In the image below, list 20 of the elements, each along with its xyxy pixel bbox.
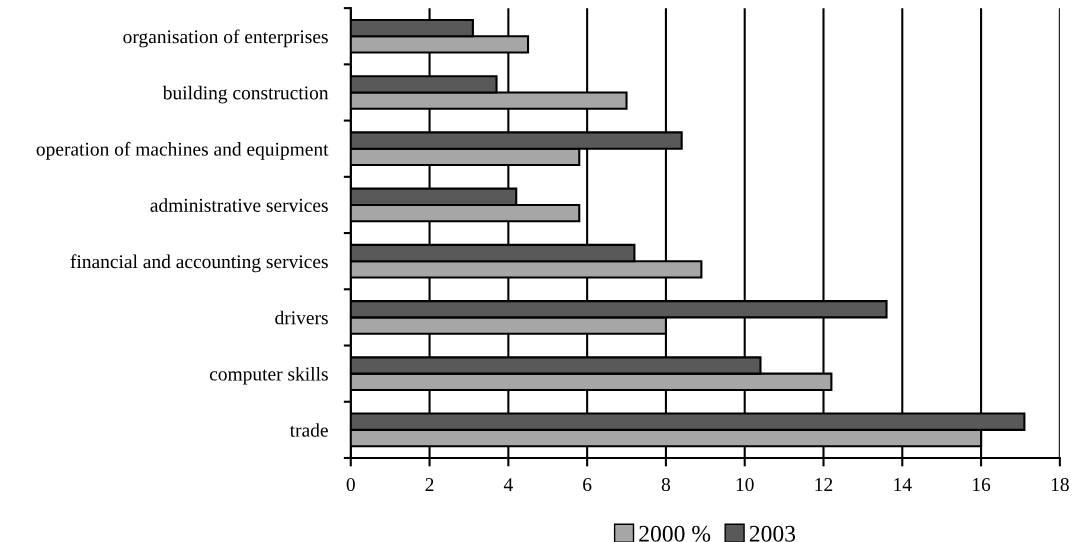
x-tick-label: 6 [583, 478, 592, 492]
y-tick-label: drivers [275, 310, 328, 325]
x-tick-label: 18 [1051, 478, 1069, 492]
y-tick-label: computer skills [209, 366, 328, 385]
y-tick-label: financial and accounting services [70, 254, 328, 273]
x-tick-label: 10 [736, 478, 754, 492]
x-tick-label: 12 [815, 478, 833, 491]
x-tick-label: 4 [503, 478, 513, 491]
x-tick-label: 14 [894, 478, 912, 491]
x-tick-label: 8 [661, 478, 671, 492]
legend-label: 2000 % [639, 525, 711, 542]
x-tick-label: 0 [346, 478, 355, 492]
x-tick-label: 2 [425, 478, 434, 491]
y-tick-label: trade [289, 423, 328, 437]
x-tick-label: 16 [973, 478, 991, 492]
y-tick-label: organisation of enterprises [123, 29, 328, 48]
y-tick-label: operation of machines and equipment [36, 141, 329, 160]
y-tick-label: building construction [162, 85, 329, 104]
legend-label: 2003 [749, 525, 796, 542]
y-tick-label: administrative services [150, 198, 328, 212]
